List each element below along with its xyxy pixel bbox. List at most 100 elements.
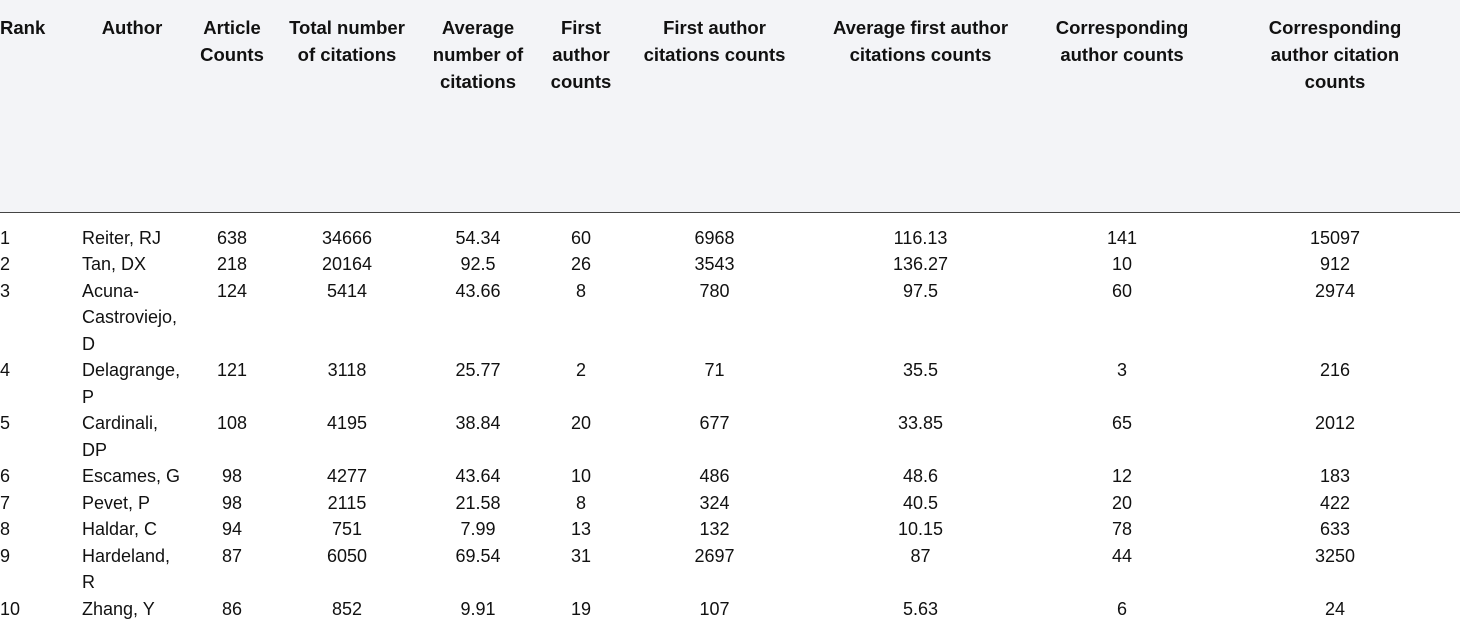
- cell-rank: 8: [0, 516, 78, 543]
- cell-first-author-counts: 8: [540, 278, 622, 358]
- cell-average-citations: 92.5: [416, 251, 540, 278]
- cell-corresponding-author-counts: 6: [1034, 596, 1210, 622]
- cell-author: Pevet, P: [78, 490, 186, 517]
- cell-first-author-counts: 2: [540, 357, 622, 410]
- cell-article-counts: 87: [186, 543, 278, 596]
- cell-article-counts: 86: [186, 596, 278, 622]
- cell-author: Acuna- Castroviejo, D: [78, 278, 186, 358]
- cell-corresponding-author-citations: 24: [1210, 596, 1460, 622]
- cell-average-first-author-citations: 40.5: [807, 490, 1034, 517]
- cell-total-citations: 2115: [278, 490, 416, 517]
- cell-first-author-citations: 3543: [622, 251, 807, 278]
- cell-first-author-counts: 60: [540, 212, 622, 251]
- cell-rank: 9: [0, 543, 78, 596]
- cell-average-citations: 43.66: [416, 278, 540, 358]
- header-author: Author: [78, 0, 186, 106]
- cell-first-author-counts: 10: [540, 463, 622, 490]
- cell-average-first-author-citations: 10.15: [807, 516, 1034, 543]
- cell-first-author-citations: 677: [622, 410, 807, 463]
- cell-article-counts: 98: [186, 490, 278, 517]
- cell-first-author-citations: 71: [622, 357, 807, 410]
- header-rank: Rank: [0, 0, 78, 106]
- cell-average-citations: 21.58: [416, 490, 540, 517]
- cell-rank: 4: [0, 357, 78, 410]
- cell-average-first-author-citations: 48.6: [807, 463, 1034, 490]
- cell-average-first-author-citations: 116.13: [807, 212, 1034, 251]
- cell-author: Hardeland, R: [78, 543, 186, 596]
- cell-article-counts: 638: [186, 212, 278, 251]
- cell-average-first-author-citations: 33.85: [807, 410, 1034, 463]
- header-average-first-author-citations: Average first author citations counts: [807, 0, 1034, 106]
- header-row: Rank Author Article Counts Total number …: [0, 0, 1460, 106]
- cell-average-citations: 38.84: [416, 410, 540, 463]
- cell-corresponding-author-citations: 2012: [1210, 410, 1460, 463]
- cell-total-citations: 4195: [278, 410, 416, 463]
- header-divider: [0, 106, 1460, 212]
- cell-average-citations: 69.54: [416, 543, 540, 596]
- cell-article-counts: 94: [186, 516, 278, 543]
- header-total-citations: Total number of citations: [278, 0, 416, 106]
- cell-average-first-author-citations: 5.63: [807, 596, 1034, 622]
- cell-total-citations: 4277: [278, 463, 416, 490]
- cell-average-first-author-citations: 87: [807, 543, 1034, 596]
- cell-first-author-counts: 13: [540, 516, 622, 543]
- cell-author: Zhang, Y: [78, 596, 186, 622]
- cell-corresponding-author-counts: 141: [1034, 212, 1210, 251]
- cell-author: Tan, DX: [78, 251, 186, 278]
- cell-corresponding-author-counts: 3: [1034, 357, 1210, 410]
- cell-corresponding-author-counts: 60: [1034, 278, 1210, 358]
- cell-average-first-author-citations: 97.5: [807, 278, 1034, 358]
- cell-first-author-counts: 26: [540, 251, 622, 278]
- cell-total-citations: 20164: [278, 251, 416, 278]
- header-first-author-citations: First author citations counts: [622, 0, 807, 106]
- cell-corresponding-author-citations: 912: [1210, 251, 1460, 278]
- cell-total-citations: 5414: [278, 278, 416, 358]
- cell-rank: 5: [0, 410, 78, 463]
- cell-average-first-author-citations: 136.27: [807, 251, 1034, 278]
- cell-corresponding-author-citations: 183: [1210, 463, 1460, 490]
- cell-average-citations: 43.64: [416, 463, 540, 490]
- cell-corresponding-author-counts: 12: [1034, 463, 1210, 490]
- cell-article-counts: 124: [186, 278, 278, 358]
- header-corresponding-author-counts: Corresponding author counts: [1034, 0, 1210, 106]
- cell-article-counts: 121: [186, 357, 278, 410]
- cell-total-citations: 751: [278, 516, 416, 543]
- cell-total-citations: 34666: [278, 212, 416, 251]
- cell-article-counts: 108: [186, 410, 278, 463]
- cell-rank: 1: [0, 212, 78, 251]
- cell-rank: 3: [0, 278, 78, 358]
- cell-article-counts: 218: [186, 251, 278, 278]
- cell-rank: 2: [0, 251, 78, 278]
- cell-first-author-citations: 107: [622, 596, 807, 622]
- cell-corresponding-author-citations: 15097: [1210, 212, 1460, 251]
- cell-corresponding-author-counts: 78: [1034, 516, 1210, 543]
- cell-corresponding-author-counts: 20: [1034, 490, 1210, 517]
- cell-total-citations: 3118: [278, 357, 416, 410]
- cell-average-citations: 9.91: [416, 596, 540, 622]
- cell-first-author-citations: 6968: [622, 212, 807, 251]
- header-article-counts: Article Counts: [186, 0, 278, 106]
- cell-rank: 10: [0, 596, 78, 622]
- cell-first-author-citations: 132: [622, 516, 807, 543]
- cell-first-author-counts: 19: [540, 596, 622, 622]
- cell-average-citations: 25.77: [416, 357, 540, 410]
- cell-corresponding-author-citations: 3250: [1210, 543, 1460, 596]
- cell-rank: 7: [0, 490, 78, 517]
- cell-average-citations: 54.34: [416, 212, 540, 251]
- cell-author: Cardinali, DP: [78, 410, 186, 463]
- cell-first-author-counts: 20: [540, 410, 622, 463]
- cell-author: Reiter, RJ: [78, 212, 186, 251]
- cell-total-citations: 6050: [278, 543, 416, 596]
- cell-first-author-citations: 780: [622, 278, 807, 358]
- header-corresponding-author-citations: Corresponding author citation counts: [1210, 0, 1460, 106]
- cell-corresponding-author-citations: 2974: [1210, 278, 1460, 358]
- cell-total-citations: 852: [278, 596, 416, 622]
